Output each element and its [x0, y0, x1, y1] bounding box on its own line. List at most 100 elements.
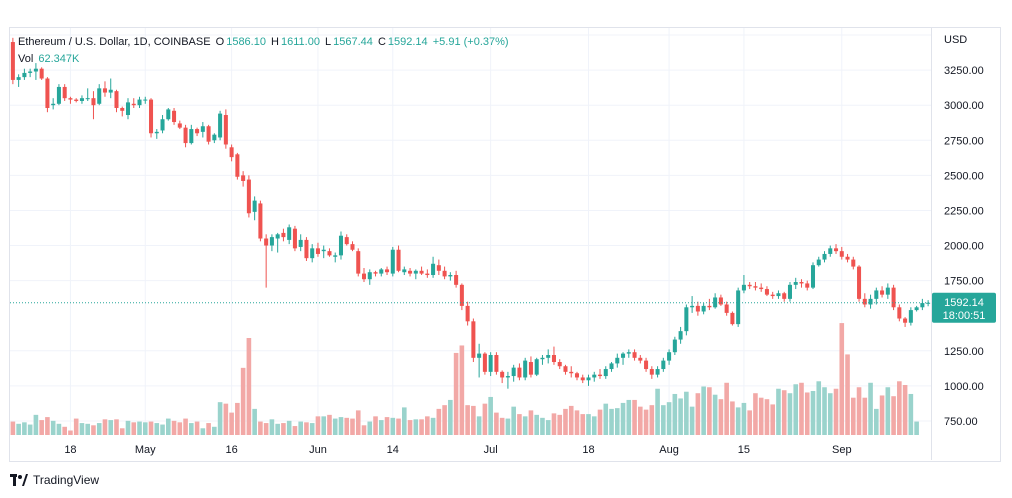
volume-bar: [689, 406, 695, 435]
volume-bar: [632, 399, 637, 435]
volume-bar: [747, 410, 752, 435]
volume-bar: [488, 396, 493, 435]
candle-body: [764, 289, 769, 295]
candle-body: [834, 248, 839, 252]
candle-body: [246, 179, 251, 214]
y-tick-label: 750.00: [944, 416, 978, 428]
candle-body: [816, 259, 821, 266]
volume-bar: [206, 423, 211, 435]
volume-bar: [764, 399, 770, 435]
volume-bar: [102, 419, 108, 435]
low-label: L: [325, 36, 332, 48]
volume-bar: [827, 393, 833, 435]
candle-body: [287, 227, 292, 240]
volume-bar: [643, 409, 649, 435]
volume-bar: [649, 405, 655, 435]
chart-frame: [9, 27, 1001, 462]
volume-bar: [499, 417, 505, 435]
candle-body: [74, 99, 79, 101]
volume-bar: [263, 423, 269, 435]
candle-body: [16, 77, 21, 80]
candle-body: [805, 283, 810, 288]
tradingview-logo[interactable]: TradingView: [10, 473, 99, 487]
open-value: 1586.10: [226, 36, 266, 48]
volume-bar: [781, 390, 787, 435]
candle-body: [367, 272, 372, 280]
candle-body: [477, 353, 482, 358]
volume-bar: [879, 395, 885, 435]
high-label: H: [271, 36, 279, 48]
volume-bar: [171, 420, 177, 435]
y-tick-label: 1750.00: [944, 276, 984, 288]
volume-bar: [160, 424, 165, 435]
volume-bar: [183, 418, 188, 435]
y-tick-label: 2500.00: [944, 170, 984, 182]
volume-bar: [269, 419, 275, 435]
candle-body: [212, 134, 217, 141]
volume-bar: [712, 394, 718, 435]
candle-body: [822, 253, 827, 260]
candle-body: [862, 298, 867, 305]
volume-bar: [350, 418, 355, 435]
volume-bar: [448, 399, 453, 435]
candle-body: [45, 78, 50, 108]
volume-bar: [476, 416, 482, 435]
candle-body: [402, 269, 407, 273]
candle-body: [62, 86, 67, 99]
price-tag-countdown: 18:00:51: [943, 310, 986, 322]
candle-body: [759, 287, 764, 290]
volume-bar: [246, 338, 252, 435]
volume-bar: [125, 420, 131, 435]
candle-body: [684, 307, 689, 332]
volume-bar: [419, 419, 424, 435]
candle-body: [379, 269, 384, 274]
candle-body: [776, 293, 781, 297]
candle-body: [517, 367, 522, 378]
volume-bar: [551, 413, 557, 435]
candle-body: [661, 360, 666, 370]
candle-body: [120, 107, 125, 111]
candle-body: [908, 310, 913, 323]
candle-body: [241, 175, 246, 181]
volume-bar: [33, 414, 39, 435]
volume-bar: [200, 428, 206, 435]
candle-body: [131, 103, 136, 106]
candle-body: [586, 377, 591, 381]
volume-bar: [16, 423, 21, 435]
candle-body: [741, 284, 746, 291]
candle-body: [574, 373, 580, 378]
candle-body: [264, 238, 269, 246]
candle-body: [373, 272, 378, 274]
x-tick-label: Aug: [659, 444, 679, 456]
candle-body: [523, 360, 528, 378]
candle-body: [799, 282, 804, 284]
candle-body: [10, 42, 15, 80]
candle-body: [333, 255, 338, 257]
candle-body: [701, 305, 706, 312]
candle-body: [195, 129, 200, 134]
candle-body: [310, 248, 315, 259]
volume-bar: [695, 393, 701, 435]
candle-body: [891, 287, 896, 308]
volume-bar: [235, 402, 240, 435]
candle-body: [563, 366, 568, 372]
candle-body: [528, 362, 533, 375]
volume-bar: [626, 399, 632, 435]
candle-body: [223, 115, 228, 145]
candle-body: [419, 270, 424, 274]
volume-bar: [131, 422, 137, 435]
candle-body: [695, 305, 700, 312]
volume-bar: [85, 423, 91, 435]
candlestick-chart[interactable]: USD 3250.00 3000.00 2750.00 2500.00 2250.00 20…: [10, 28, 1000, 460]
volume-bar: [177, 422, 183, 435]
candle-body: [678, 331, 683, 340]
candle-body: [851, 259, 856, 267]
volume-bar: [62, 426, 67, 435]
volume-bar: [655, 388, 660, 435]
candle-body: [235, 154, 240, 177]
volume-bar: [822, 387, 827, 435]
candle-body: [114, 91, 119, 108]
volume-bar: [436, 408, 442, 435]
volume-bar: [91, 425, 96, 435]
volume-bar: [862, 397, 868, 435]
